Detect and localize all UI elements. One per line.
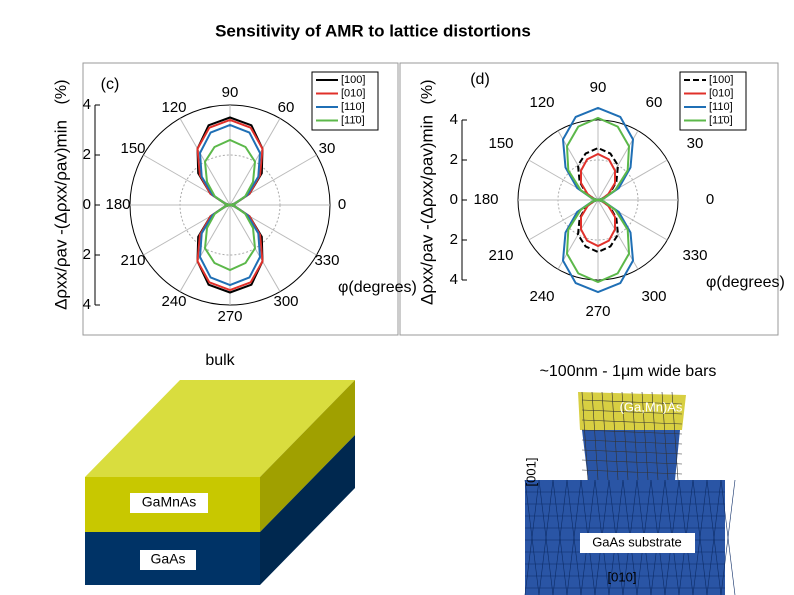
legend-label: [11̄0] (709, 114, 733, 126)
legend-label: [100] (341, 74, 365, 86)
theta-tick-label: 30 (319, 140, 336, 157)
mesh-line (611, 391, 619, 481)
mesh-line (581, 409, 683, 415)
axis-label: [010] (608, 569, 637, 584)
theta-tick-label: 90 (222, 84, 239, 101)
x-axis-label: φ(degrees) (338, 279, 417, 296)
y-tick-label: 4 (450, 111, 458, 128)
bars-label: ~100nm - 1μm wide bars (540, 363, 717, 380)
slide-title: Sensitivity of AMR to lattice distortion… (215, 21, 531, 40)
theta-tick-label: 180 (105, 196, 130, 213)
x-axis-label: φ(degrees) (706, 274, 785, 291)
y-tick-label: 2 (83, 146, 91, 163)
panel-label: (c) (101, 76, 120, 93)
layer-label: GaMnAs (142, 494, 196, 510)
substrate-label: GaAs substrate (592, 534, 682, 549)
theta-tick-label: 300 (273, 293, 298, 310)
mesh-line (631, 391, 639, 481)
theta-tick-label: 150 (488, 135, 513, 152)
theta-tick-label: 120 (529, 94, 554, 111)
theta-tick-label: 330 (314, 252, 339, 269)
theta-tick-label: 180 (473, 191, 498, 208)
legend-label: [010] (341, 87, 365, 99)
theta-tick-label: 300 (641, 288, 666, 305)
y-tick-label: 0 (83, 196, 91, 213)
theta-tick-label: 0 (706, 191, 714, 208)
mesh-line (661, 391, 669, 481)
y-tick-label: 2 (450, 231, 458, 248)
mesh-line (581, 419, 683, 425)
mesh-line (641, 391, 649, 481)
panel-frame (399, 62, 779, 336)
mesh-line (621, 391, 629, 481)
theta-tick-label: 210 (120, 252, 145, 269)
bulk-label: bulk (205, 352, 235, 369)
layer-label: GaAs (150, 551, 185, 567)
grid-spoke (557, 130, 599, 201)
bar-top (578, 392, 686, 430)
theta-tick-label: 150 (120, 140, 145, 157)
mesh-line (581, 391, 589, 481)
mesh-line (671, 391, 679, 481)
legend-label: [110] (341, 101, 365, 113)
mesh-line (581, 439, 683, 445)
mesh-line (651, 391, 659, 481)
panel-frame (82, 62, 399, 336)
series-line (203, 138, 257, 272)
y-tick-label: 0 (450, 191, 458, 208)
theta-tick-label: 30 (687, 135, 704, 152)
side-upper (260, 380, 355, 532)
theta-tick-label: 60 (646, 94, 663, 111)
theta-tick-label: 240 (161, 293, 186, 310)
series-line (565, 116, 631, 284)
y-tick-label: 4 (83, 96, 91, 113)
mesh-line (581, 429, 683, 435)
label-box (140, 550, 196, 570)
y-tick-label: 2 (450, 151, 458, 168)
theta-tick-label: 60 (278, 99, 295, 116)
theta-tick-label: 270 (217, 308, 242, 325)
legend-label: [100] (709, 74, 733, 86)
top-label: (Ga,Mn)As (620, 399, 683, 414)
theta-tick-label: 330 (682, 247, 707, 264)
legend-label: [010] (709, 87, 733, 99)
mesh-line (591, 391, 599, 481)
label-box (130, 493, 208, 513)
y-axis-label: Δρxx/ρav -(Δρxx/ρav)min (417, 115, 436, 305)
axis-label: [001] (523, 458, 538, 487)
panel-label: (d) (470, 71, 490, 88)
top-face (85, 380, 355, 477)
mesh-line (581, 449, 683, 455)
mesh-line (581, 469, 683, 475)
y-axis-unit: (%) (419, 80, 436, 105)
theta-tick-label: 0 (338, 196, 346, 213)
legend-label: [110] (709, 101, 733, 113)
grid-spoke (597, 130, 639, 201)
label-box (580, 533, 695, 553)
y-axis-unit: (%) (53, 80, 70, 105)
theta-tick-label: 240 (529, 288, 554, 305)
y-tick-label: 4 (83, 296, 91, 313)
y-tick-label: 2 (83, 246, 91, 263)
y-tick-label: 4 (450, 271, 458, 288)
mesh-line (581, 459, 683, 465)
legend-label: [11̄0] (341, 114, 365, 126)
mesh-line (581, 399, 683, 405)
theta-tick-label: 120 (161, 99, 186, 116)
theta-tick-label: 210 (488, 247, 513, 264)
grid-spoke (597, 199, 639, 270)
mesh (524, 391, 736, 595)
side-lower (260, 435, 355, 585)
y-axis-label: Δρxx/ρav -(Δρxx/ρav)min (51, 120, 70, 310)
mesh-line (601, 391, 609, 481)
theta-tick-label: 90 (590, 79, 607, 96)
theta-tick-label: 270 (585, 303, 610, 320)
